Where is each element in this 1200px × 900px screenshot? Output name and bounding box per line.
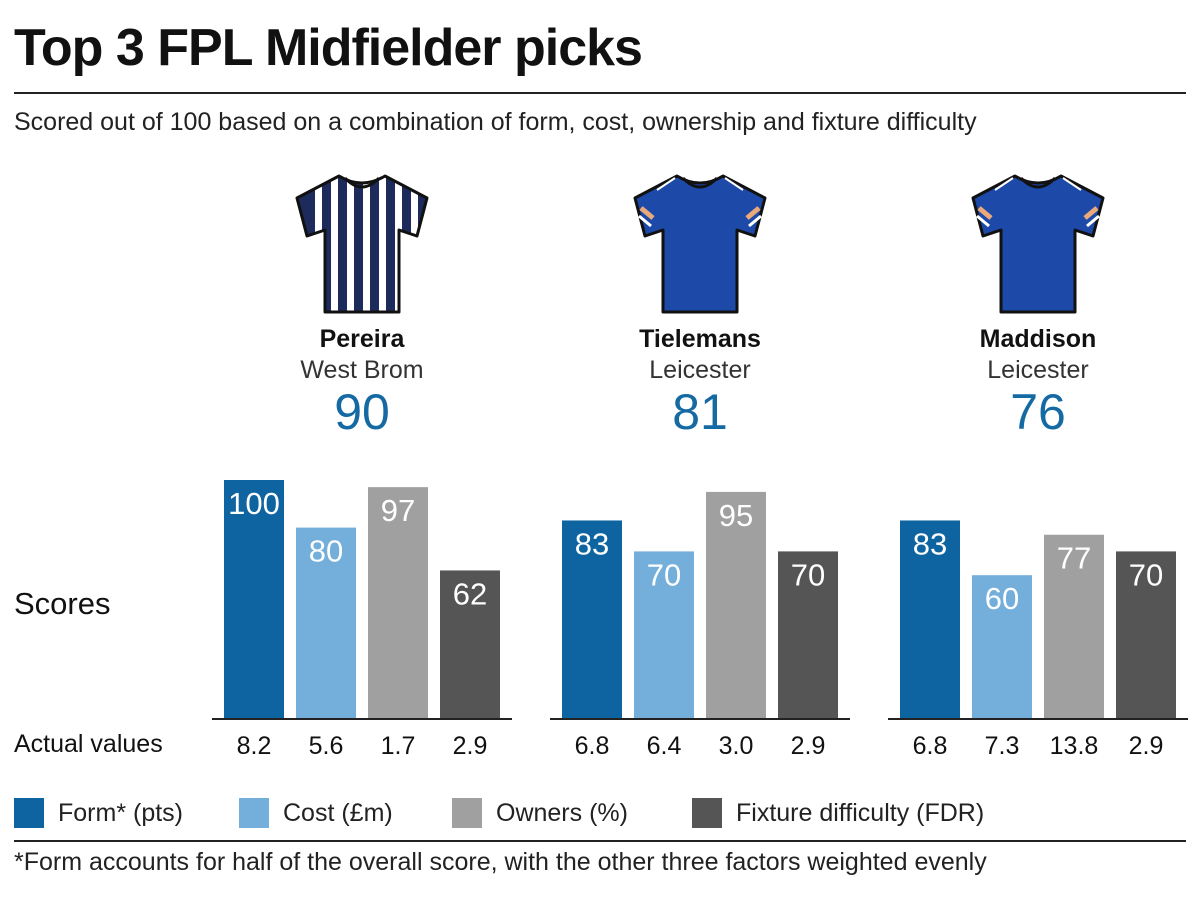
player-name: Pereira [319,325,405,353]
bar-maddison-cost [972,575,1032,718]
bar-value-label: 95 [719,498,753,533]
bar-value-label: 83 [575,526,609,561]
subtitle: Scored out of 100 based on a combination… [14,108,977,136]
page-title: Top 3 FPL Midfielder picks [14,19,643,77]
legend-label: Fixture difficulty (FDR) [736,798,985,827]
bar-tielemans-fdr [778,551,838,718]
actual-value-label: 6.8 [575,732,610,760]
actual-values-label: Actual values [14,730,163,758]
bar-pereira-form [224,480,284,718]
bar-tielemans-owners [706,491,766,718]
player-name: Maddison [979,325,1097,353]
player-name: Tielemans [639,325,761,353]
legend-swatch-cost [239,798,269,828]
player-card-pereira: Pereira West Brom 90 [212,168,512,439]
actual-value-label: 3.0 [719,732,754,760]
legend-item-form: Form* (pts) [14,798,239,828]
bar-pereira-fdr [440,570,500,718]
actual-value-label: 2.9 [791,732,826,760]
legend-label: Form* (pts) [58,798,183,827]
bar-tielemans-form [562,520,622,718]
blue-shirt-icon [971,174,1105,314]
bar-value-label: 70 [1129,557,1163,592]
legend-item-owners: Owners (%) [452,798,692,828]
blue-shirt-icon [633,174,767,314]
bar-value-label: 97 [381,493,415,528]
player-score: 90 [334,384,390,440]
actual-value-label: 6.4 [647,732,682,760]
actual-value-label: 1.7 [381,732,416,760]
actual-value-label: 13.8 [1050,732,1099,760]
bar-tielemans-cost [634,551,694,718]
bar-value-label: 70 [791,557,825,592]
player-score: 81 [672,384,728,440]
legend-label: Owners (%) [496,798,628,827]
actual-value-label: 7.3 [985,732,1020,760]
player-card-tielemans: Tielemans Leicester 81 [550,168,850,439]
legend-swatch-fixture-difficulty [692,798,722,828]
bar-maddison-owners [1044,534,1104,718]
bar-value-label: 83 [913,526,947,561]
striped-shirt-icon [295,174,429,314]
bar-value-label: 77 [1057,541,1091,576]
bar-value-label: 100 [228,486,280,521]
bar-value-label: 70 [647,557,681,592]
legend-item-fixture-difficulty: Fixture difficulty (FDR) [692,798,984,828]
legend-label: Cost (£m) [283,798,393,827]
bar-value-label: 62 [453,576,487,611]
bar-maddison-form [900,520,960,718]
actual-value-label: 2.9 [453,732,488,760]
bar-pereira-owners [368,487,428,718]
player-team: West Brom [300,355,424,384]
player-team: Leicester [649,355,751,384]
legend-swatch-owners [452,798,482,828]
actual-value-label: 8.2 [237,732,272,760]
legend-swatch-form [14,798,44,828]
actual-value-label: 6.8 [913,732,948,760]
player-team: Leicester [987,355,1089,384]
legend: Form* (pts) Cost (£m) Owners (%) Fixture… [14,796,984,830]
score-bar-chart: 100 8.2 80 5.6 97 1.7 62 2.9 83 6.8 70 6.4 95 3.0 70 2.… [212,480,1188,760]
actual-value-label: 5.6 [309,732,344,760]
title-rule [14,92,1186,94]
bar-value-label: 60 [985,581,1019,616]
bar-maddison-fdr [1116,551,1176,718]
actual-value-label: 2.9 [1129,732,1164,760]
footnote: *Form accounts for half of the overall s… [14,848,987,876]
bar-value-label: 80 [309,534,343,569]
player-score: 76 [1010,384,1066,440]
player-card-maddison: Maddison Leicester 76 [888,168,1188,439]
legend-item-cost: Cost (£m) [239,798,452,828]
scores-label: Scores [14,586,111,621]
footnote-rule [14,840,1186,842]
bar-pereira-cost [296,527,356,718]
